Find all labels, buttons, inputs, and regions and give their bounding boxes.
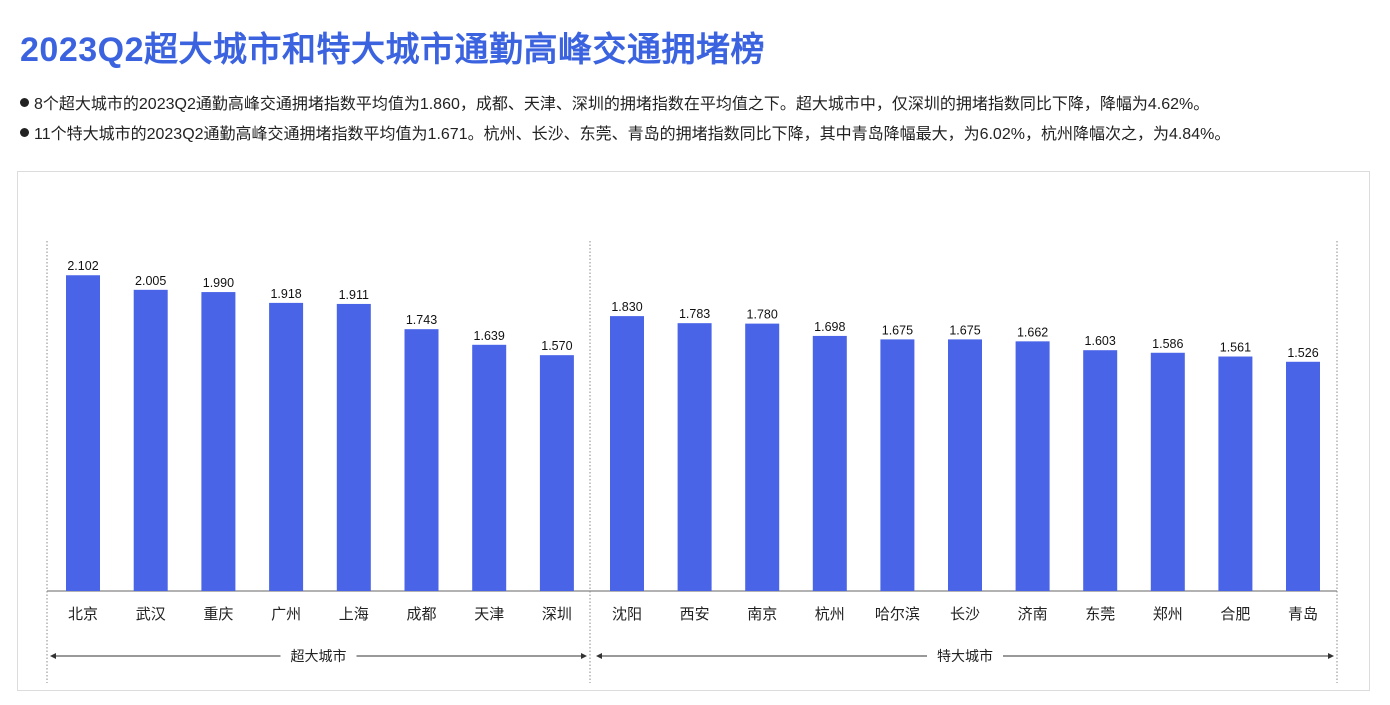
- x-tick-label: 杭州: [815, 606, 845, 623]
- data-label: 2.102: [67, 259, 98, 273]
- x-tick-label: 沈阳: [612, 606, 642, 623]
- bar-郑州: [1150, 352, 1185, 591]
- bar-天津: [472, 344, 507, 591]
- x-tick-label: 长沙: [950, 606, 980, 623]
- data-label: 1.675: [882, 323, 913, 337]
- bullet-item: 8个超大城市的2023Q2通勤高峰交通拥堵指数平均值为1.860，成都、天津、深…: [20, 90, 1230, 120]
- x-tick-label: 合肥: [1220, 606, 1250, 623]
- x-tick-label: 北京: [68, 606, 98, 623]
- summary-bullets: 8个超大城市的2023Q2通勤高峰交通拥堵指数平均值为1.860，成都、天津、深…: [20, 90, 1230, 150]
- bar-南京: [745, 323, 780, 591]
- x-tick-label: 青岛: [1288, 606, 1318, 623]
- x-tick-label: 成都: [406, 606, 436, 623]
- bar-青岛: [1286, 361, 1320, 591]
- data-label: 1.783: [679, 307, 710, 321]
- data-label: 1.743: [406, 313, 437, 327]
- x-tick-label: 广州: [271, 606, 301, 623]
- data-label: 1.526: [1287, 346, 1318, 360]
- arrow-left-icon: [596, 653, 602, 659]
- x-tick-label: 西安: [680, 606, 710, 623]
- bullet-text: 11个特大城市的2023Q2通勤高峰交通拥堵指数平均值为1.671。杭州、长沙、…: [34, 126, 1231, 143]
- x-tick-label: 重庆: [203, 606, 233, 623]
- data-label: 1.675: [949, 323, 980, 337]
- data-label: 1.780: [747, 308, 778, 322]
- bullet-item: 11个特大城市的2023Q2通勤高峰交通拥堵指数平均值为1.671。杭州、长沙、…: [20, 120, 1230, 150]
- data-label: 1.603: [1085, 334, 1116, 348]
- x-tick-label: 东莞: [1085, 606, 1115, 623]
- data-label: 1.911: [339, 288, 369, 302]
- data-label: 1.561: [1220, 341, 1251, 355]
- bar-武汉: [133, 289, 168, 591]
- bullet-dot-icon: [20, 128, 29, 137]
- arrow-right-icon: [1328, 653, 1334, 659]
- bar-济南: [1015, 341, 1050, 591]
- x-tick-label: 深圳: [542, 606, 572, 623]
- data-label: 2.005: [135, 274, 166, 288]
- data-label: 1.586: [1152, 337, 1183, 351]
- bar-北京: [66, 275, 100, 591]
- x-tick-label: 天津: [474, 606, 504, 623]
- data-label: 1.698: [814, 320, 845, 334]
- arrow-left-icon: [50, 653, 56, 659]
- x-tick-label: 哈尔滨: [875, 606, 920, 623]
- group-label: 超大城市: [291, 648, 347, 664]
- bar-长沙: [948, 339, 982, 591]
- x-tick-label: 南京: [747, 606, 777, 623]
- arrow-right-icon: [581, 653, 587, 659]
- data-label: 1.639: [474, 329, 505, 343]
- bar-东莞: [1083, 350, 1118, 591]
- data-label: 1.918: [270, 287, 301, 301]
- data-label: 1.662: [1017, 325, 1048, 339]
- bar-沈阳: [610, 316, 644, 591]
- data-label: 1.570: [541, 339, 572, 353]
- bar-合肥: [1218, 356, 1253, 591]
- bar-杭州: [812, 335, 847, 591]
- bar-上海: [336, 303, 371, 591]
- data-label: 1.990: [203, 276, 234, 290]
- bar-哈尔滨: [880, 339, 915, 591]
- bullet-text: 8个超大城市的2023Q2通勤高峰交通拥堵指数平均值为1.860，成都、天津、深…: [34, 96, 1210, 113]
- chart-card: [17, 171, 1370, 691]
- data-label: 1.830: [611, 300, 642, 314]
- x-tick-label: 济南: [1018, 606, 1048, 623]
- bar-西安: [677, 323, 712, 591]
- group-label: 特大城市: [937, 648, 993, 664]
- bar-成都: [404, 329, 439, 591]
- bar-广州: [269, 302, 304, 591]
- page-title: 2023Q2超大城市和特大城市通勤高峰交通拥堵榜: [20, 31, 765, 69]
- bar-重庆: [201, 292, 236, 591]
- bullet-dot-icon: [20, 98, 29, 107]
- bar-深圳: [539, 355, 574, 591]
- x-tick-label: 郑州: [1153, 606, 1183, 623]
- x-tick-label: 上海: [339, 606, 369, 623]
- x-tick-label: 武汉: [136, 606, 166, 623]
